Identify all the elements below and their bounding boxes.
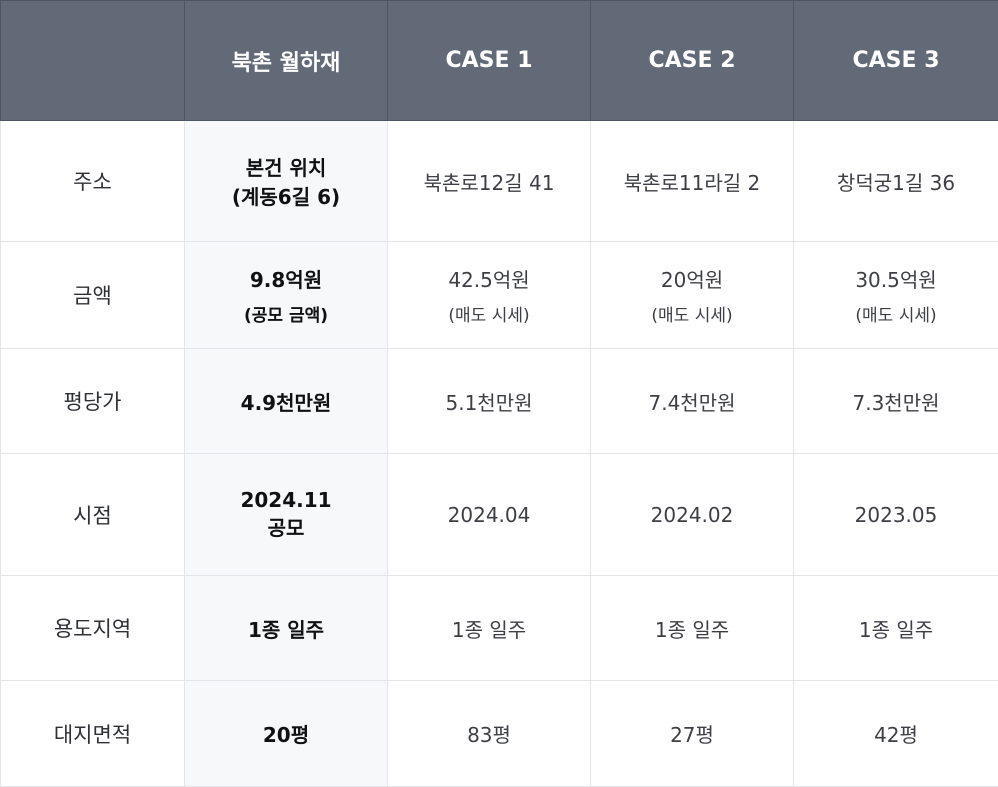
row-label-address: 주소: [1, 121, 185, 242]
table-row: 용도지역 1종 일주 1종 일주 1종 일주 1종 일주: [1, 576, 998, 681]
subject-land-area: 20평: [185, 681, 388, 787]
subject-time: 2024.11 공모: [185, 454, 388, 576]
table-row: 대지면적 20평 83평 27평 42평: [1, 681, 998, 787]
case-3-amount-main: 30.5억원: [795, 264, 997, 293]
row-label-time: 시점: [1, 454, 185, 576]
case-2-amount: 20억원 (매도 시세): [591, 242, 794, 349]
table-row: 평당가 4.9천만원 5.1천만원 7.4천만원 7.3천만원: [1, 349, 998, 454]
case-1-amount-sub: (매도 시세): [389, 301, 589, 326]
subject-address: 본건 위치 (계동6길 6): [185, 121, 388, 242]
row-label-price-per-pyeong: 평당가: [1, 349, 185, 454]
case-1-amount: 42.5억원 (매도 시세): [388, 242, 591, 349]
case-1-zoning: 1종 일주: [388, 576, 591, 681]
table-row: 금액 9.8억원 (공모 금액) 42.5억원 (매도 시세) 20억원 (매도…: [1, 242, 998, 349]
table-row: 시점 2024.11 공모 2024.04 2024.02 2023.05: [1, 454, 998, 576]
case-3-address: 창덕궁1길 36: [794, 121, 998, 242]
case-1-amount-main: 42.5억원: [389, 264, 589, 293]
header-subject: 북촌 월하재: [185, 1, 388, 121]
subject-address-line-2: (계동6길 6): [186, 181, 386, 210]
case-3-land-area: 42평: [794, 681, 998, 787]
case-2-amount-sub: (매도 시세): [592, 301, 792, 326]
header-case-3: CASE 3: [794, 1, 998, 121]
case-3-price-per-pyeong: 7.3천만원: [794, 349, 998, 454]
case-1-land-area: 83평: [388, 681, 591, 787]
table-row: 주소 본건 위치 (계동6길 6) 북촌로12길 41 북촌로11라길 2 창덕…: [1, 121, 998, 242]
subject-amount-sub: (공모 금액): [186, 301, 386, 326]
header-empty-cell: [1, 1, 185, 121]
case-2-zoning: 1종 일주: [591, 576, 794, 681]
case-2-land-area: 27평: [591, 681, 794, 787]
case-2-address: 북촌로11라길 2: [591, 121, 794, 242]
subject-address-line-1: 본건 위치: [186, 152, 386, 181]
subject-price-per-pyeong: 4.9천만원: [185, 349, 388, 454]
case-1-address: 북촌로12길 41: [388, 121, 591, 242]
subject-zoning: 1종 일주: [185, 576, 388, 681]
case-2-price-per-pyeong: 7.4천만원: [591, 349, 794, 454]
subject-time-line-1: 2024.11: [186, 488, 386, 512]
case-1-price-per-pyeong: 5.1천만원: [388, 349, 591, 454]
case-2-time: 2024.02: [591, 454, 794, 576]
case-3-time: 2023.05: [794, 454, 998, 576]
case-2-amount-main: 20억원: [592, 264, 792, 293]
header-case-1: CASE 1: [388, 1, 591, 121]
subject-amount: 9.8억원 (공모 금액): [185, 242, 388, 349]
row-label-zoning: 용도지역: [1, 576, 185, 681]
row-label-land-area: 대지면적: [1, 681, 185, 787]
header-row: 북촌 월하재 CASE 1 CASE 2 CASE 3: [1, 1, 998, 121]
case-3-amount: 30.5억원 (매도 시세): [794, 242, 998, 349]
case-3-amount-sub: (매도 시세): [795, 301, 997, 326]
case-3-zoning: 1종 일주: [794, 576, 998, 681]
row-label-amount: 금액: [1, 242, 185, 349]
subject-time-line-2: 공모: [186, 512, 386, 541]
subject-amount-main: 9.8억원: [186, 264, 386, 293]
header-case-2: CASE 2: [591, 1, 794, 121]
case-1-time: 2024.04: [388, 454, 591, 576]
